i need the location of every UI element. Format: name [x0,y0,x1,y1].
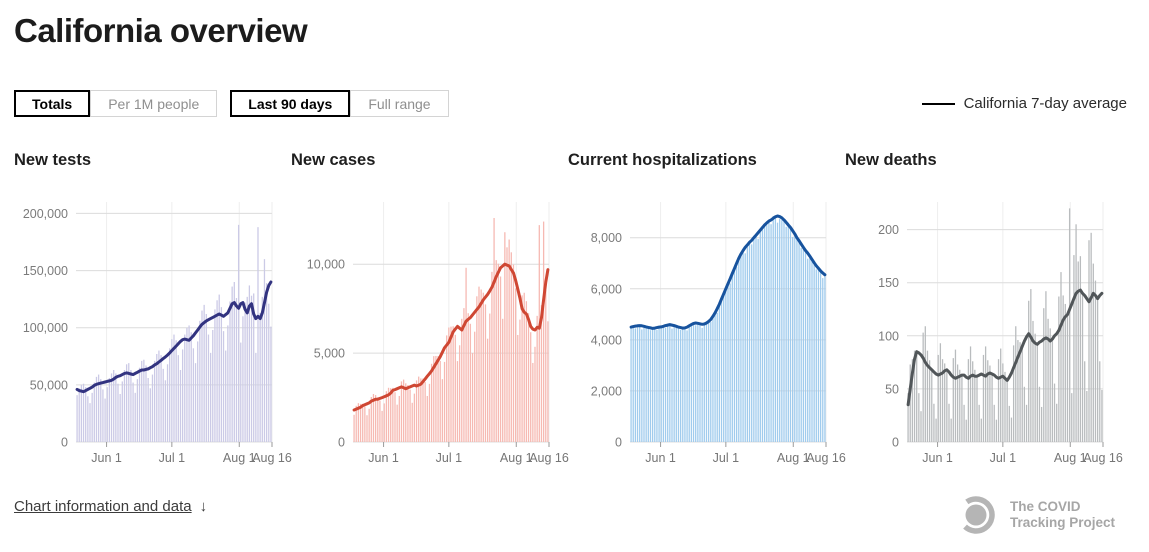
svg-text:5,000: 5,000 [314,347,345,361]
page-title: California overview [14,12,308,49]
footer-row: Chart information and data ↓ The COVID Tr… [0,492,1149,538]
svg-text:Jun 1: Jun 1 [368,451,399,465]
down-arrow-icon: ↓ [199,498,208,515]
svg-text:0: 0 [892,436,899,450]
chart-toggles: Totals Per 1M people Last 90 days Full r… [14,90,449,117]
seven-day-average-legend: California 7-day average [921,95,1127,112]
controls-row: Totals Per 1M people Last 90 days Full r… [0,90,1149,117]
svg-text:Jul 1: Jul 1 [713,451,739,465]
chart-title-new-cases: New cases [291,151,376,169]
toggle-last-90-days[interactable]: Last 90 days [230,90,351,117]
svg-text:Jun 1: Jun 1 [922,451,953,465]
svg-text:Aug 16: Aug 16 [1083,451,1123,465]
svg-text:Jun 1: Jun 1 [91,451,122,465]
legend-label: California 7-day average [963,95,1127,112]
toggle-per-1m-people[interactable]: Per 1M people [90,90,218,117]
svg-text:8,000: 8,000 [591,231,622,245]
chart-information-wrap: Chart information and data ↓ [14,498,207,515]
covid-tracking-project-logo: The COVID Tracking Project [955,492,1115,538]
svg-text:Aug 1: Aug 1 [777,451,810,465]
svg-text:0: 0 [61,436,68,450]
svg-text:Aug 16: Aug 16 [529,451,569,465]
legend-line-swatch [921,102,955,105]
svg-text:Jul 1: Jul 1 [436,451,462,465]
range-toggle-group: Last 90 days Full range [230,90,449,117]
charts-row: New tests 0 50,000 100,000 150,000 200,000 Ju… [0,150,1149,466]
chart-title-new-deaths: New deaths [845,151,937,169]
covid-tracking-project-logo-icon [957,496,995,534]
svg-text:Aug 1: Aug 1 [500,451,533,465]
svg-text:Jul 1: Jul 1 [159,451,185,465]
svg-text:10,000: 10,000 [307,258,345,272]
covid-tracking-project-logo-text: The COVID Tracking Project [1010,499,1115,531]
logo-text-line2: Tracking Project [1009,515,1115,530]
svg-text:50,000: 50,000 [30,378,68,392]
chart-title-current-hospitalizations: Current hospitalizations [568,151,757,169]
metric-toggle-group: Totals Per 1M people [14,90,218,117]
svg-text:100: 100 [878,329,899,343]
svg-text:2,000: 2,000 [591,384,622,398]
chart-new-tests: New tests 0 50,000 100,000 150,000 200,000 Ju… [14,150,292,466]
svg-text:6,000: 6,000 [591,282,622,296]
toggle-totals[interactable]: Totals [14,90,91,117]
toggle-full-range[interactable]: Full range [350,90,449,117]
logo-text-line1: The COVID [1009,499,1081,514]
svg-text:Aug 16: Aug 16 [252,451,292,465]
chart-new-cases: New cases 0 5,000 10,000 Jun 1 Jul 1 Aug 1 Aug… [291,150,569,466]
new-tests-chart: 0 50,000 100,000 150,000 200,000 Jun 1 Jul 1 Au… [23,202,292,465]
current-hospitalizations-chart: 0 2,000 4,000 6,000 8,000 Jun 1 Jul 1 Aug 1Aug … [591,202,846,465]
chart-current-hospitalizations: Current hospitalizations 0 2,000 4,000 6,00… [568,150,846,466]
svg-text:150,000: 150,000 [23,264,68,278]
svg-text:200,000: 200,000 [23,207,68,221]
svg-text:0: 0 [338,436,345,450]
svg-text:Aug 1: Aug 1 [1054,451,1087,465]
svg-text:4,000: 4,000 [591,333,622,347]
svg-text:200: 200 [878,223,899,237]
svg-text:50: 50 [885,382,899,396]
svg-text:0: 0 [615,436,622,450]
chart-new-deaths: New deaths 0 50 100 150 200 Jun 1 Jul 1 Aug 1 Au… [845,150,1123,466]
svg-text:150: 150 [878,276,899,290]
chart-information-link[interactable]: Chart information and data [14,498,192,515]
svg-text:Aug 1: Aug 1 [223,451,256,465]
svg-text:Aug 16: Aug 16 [806,451,846,465]
svg-text:100,000: 100,000 [23,321,68,335]
svg-text:Jun 1: Jun 1 [645,451,676,465]
svg-text:Jul 1: Jul 1 [990,451,1016,465]
chart-title-new-tests: New tests [14,151,92,169]
